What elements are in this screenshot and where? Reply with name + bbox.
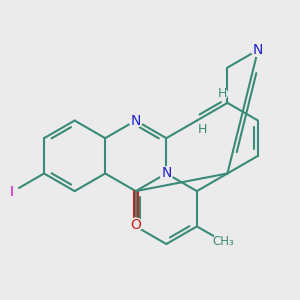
Text: O: O xyxy=(130,218,141,232)
Circle shape xyxy=(160,167,173,180)
Text: H: H xyxy=(197,123,207,136)
Text: H: H xyxy=(218,87,227,100)
Text: I: I xyxy=(10,185,14,199)
Circle shape xyxy=(251,44,265,57)
Text: CH₃: CH₃ xyxy=(212,235,234,248)
Circle shape xyxy=(217,88,228,99)
Circle shape xyxy=(213,232,232,251)
Text: N: N xyxy=(161,167,172,181)
Text: N: N xyxy=(130,113,141,128)
Text: N: N xyxy=(253,43,263,57)
Circle shape xyxy=(129,218,142,231)
Circle shape xyxy=(197,124,208,135)
Circle shape xyxy=(5,185,19,199)
Circle shape xyxy=(129,114,142,127)
